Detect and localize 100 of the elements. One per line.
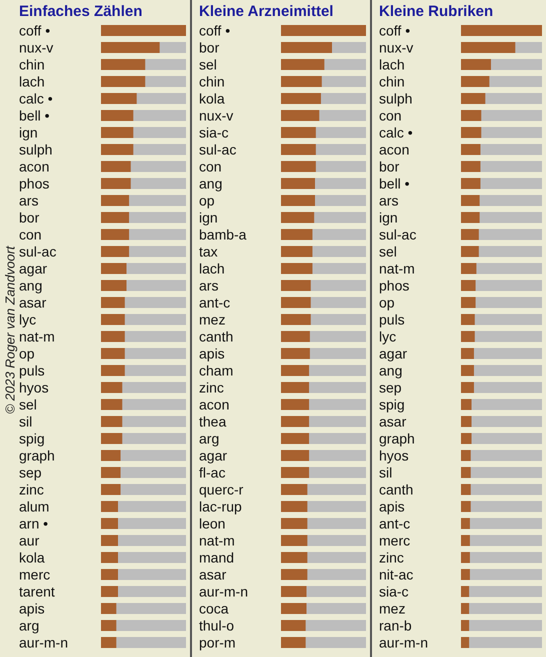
y-tick-label: aur-m-n bbox=[19, 634, 68, 650]
bar bbox=[461, 178, 480, 189]
y-tick-label: sel bbox=[19, 396, 37, 412]
y-tick-label: sel bbox=[379, 244, 397, 260]
y-tick-label: agar bbox=[379, 346, 408, 362]
y-tick-label: lac-rup bbox=[199, 498, 242, 514]
y-tick-label: arg bbox=[199, 430, 220, 446]
bar bbox=[101, 518, 118, 529]
bar bbox=[461, 586, 470, 597]
bar bbox=[101, 637, 116, 648]
bar bbox=[461, 246, 479, 257]
y-tick-label: con bbox=[379, 108, 402, 124]
y-tick-label: bor bbox=[199, 40, 220, 56]
y-tick-label: acon bbox=[379, 142, 410, 158]
y-tick-label: alum bbox=[19, 498, 50, 514]
bar bbox=[461, 416, 472, 427]
bar bbox=[101, 484, 121, 495]
bar bbox=[461, 484, 471, 495]
y-tick-label: calc • bbox=[19, 90, 53, 106]
y-tick-label: aur-m-n bbox=[379, 634, 428, 650]
y-tick-label: nat-m bbox=[19, 328, 55, 344]
y-tick-label: chin bbox=[199, 74, 225, 90]
bar bbox=[461, 348, 474, 359]
y-tick-label: fl-ac bbox=[199, 464, 226, 480]
bar bbox=[101, 501, 118, 512]
y-tick-label: arg bbox=[19, 618, 40, 634]
y-tick-label: apis bbox=[379, 498, 405, 514]
y-tick-label: merc bbox=[19, 566, 50, 582]
y-tick-label: agar bbox=[199, 448, 228, 464]
bar bbox=[461, 280, 476, 291]
bar bbox=[461, 501, 471, 512]
bar bbox=[461, 450, 471, 461]
y-tick-label: sul-ac bbox=[379, 226, 416, 242]
y-tick-label: graph bbox=[19, 448, 55, 464]
bar bbox=[101, 603, 116, 614]
y-tick-label: chin bbox=[19, 56, 45, 72]
y-tick-label: phos bbox=[19, 176, 50, 192]
bar bbox=[101, 620, 116, 631]
bar bbox=[101, 535, 118, 546]
bar bbox=[461, 195, 480, 206]
y-tick-label: lach bbox=[379, 56, 405, 72]
y-tick-label: lach bbox=[19, 74, 45, 90]
y-tick-label: sil bbox=[379, 464, 392, 480]
y-tick-label: hyos bbox=[379, 448, 409, 464]
bar bbox=[461, 535, 470, 546]
y-tick-label: ign bbox=[199, 210, 218, 226]
y-tick-label: ant-c bbox=[199, 294, 230, 310]
y-tick-label: zinc bbox=[199, 380, 224, 396]
bar bbox=[101, 586, 118, 597]
y-tick-label: sia-c bbox=[199, 124, 229, 140]
y-tick-label: bell • bbox=[379, 176, 410, 192]
y-tick-label: ign bbox=[19, 124, 38, 140]
bar bbox=[461, 229, 479, 240]
chart-title: Einfaches Zählen bbox=[19, 3, 142, 20]
y-tick-label: ars bbox=[19, 192, 38, 208]
y-tick-label: coff • bbox=[379, 22, 410, 38]
bar bbox=[101, 467, 121, 478]
bar bbox=[461, 297, 476, 308]
y-tick-label: acon bbox=[19, 158, 50, 174]
y-tick-label: bell • bbox=[19, 108, 50, 124]
y-tick-label: apis bbox=[199, 346, 225, 362]
bar bbox=[461, 382, 474, 393]
bar bbox=[461, 603, 470, 614]
bar bbox=[461, 365, 474, 376]
y-tick-label: bor bbox=[379, 158, 400, 174]
bar bbox=[101, 569, 118, 580]
y-tick-label: asar bbox=[379, 414, 407, 430]
bar bbox=[461, 263, 476, 274]
y-tick-label: graph bbox=[379, 430, 415, 446]
y-tick-label: aur bbox=[19, 532, 40, 548]
y-tick-label: op bbox=[379, 294, 395, 310]
bar bbox=[101, 552, 118, 563]
y-tick-label: op bbox=[19, 346, 35, 362]
y-tick-label: tarent bbox=[19, 584, 55, 600]
y-tick-label: merc bbox=[379, 532, 410, 548]
bar bbox=[461, 144, 480, 155]
bar bbox=[461, 314, 475, 325]
bar bbox=[461, 569, 470, 580]
y-tick-label: sul-ac bbox=[199, 142, 236, 158]
y-tick-label: thea bbox=[199, 414, 226, 430]
y-tick-label: ars bbox=[199, 278, 218, 294]
y-tick-label: lach bbox=[199, 260, 225, 276]
y-tick-label: nit-ac bbox=[379, 566, 414, 582]
y-tick-label: agar bbox=[19, 260, 48, 276]
y-tick-label: sel bbox=[199, 56, 217, 72]
text: © 2023 Roger van Zandvoort bbox=[2, 246, 18, 414]
y-tick-label: ign bbox=[379, 210, 398, 226]
bar bbox=[461, 212, 480, 223]
bar bbox=[461, 399, 472, 410]
y-tick-label: spig bbox=[19, 430, 45, 446]
y-tick-label: querc-r bbox=[199, 482, 244, 498]
y-tick-label: hyos bbox=[19, 380, 49, 396]
y-tick-label: asar bbox=[19, 294, 47, 310]
y-tick-label: ars bbox=[379, 192, 398, 208]
y-tick-label: con bbox=[19, 226, 42, 242]
y-tick-label: thul-o bbox=[199, 618, 234, 634]
y-tick-label: nux-v bbox=[19, 40, 54, 56]
bar bbox=[461, 433, 472, 444]
y-tick-label: apis bbox=[19, 600, 45, 616]
y-tick-label: puls bbox=[379, 312, 405, 328]
